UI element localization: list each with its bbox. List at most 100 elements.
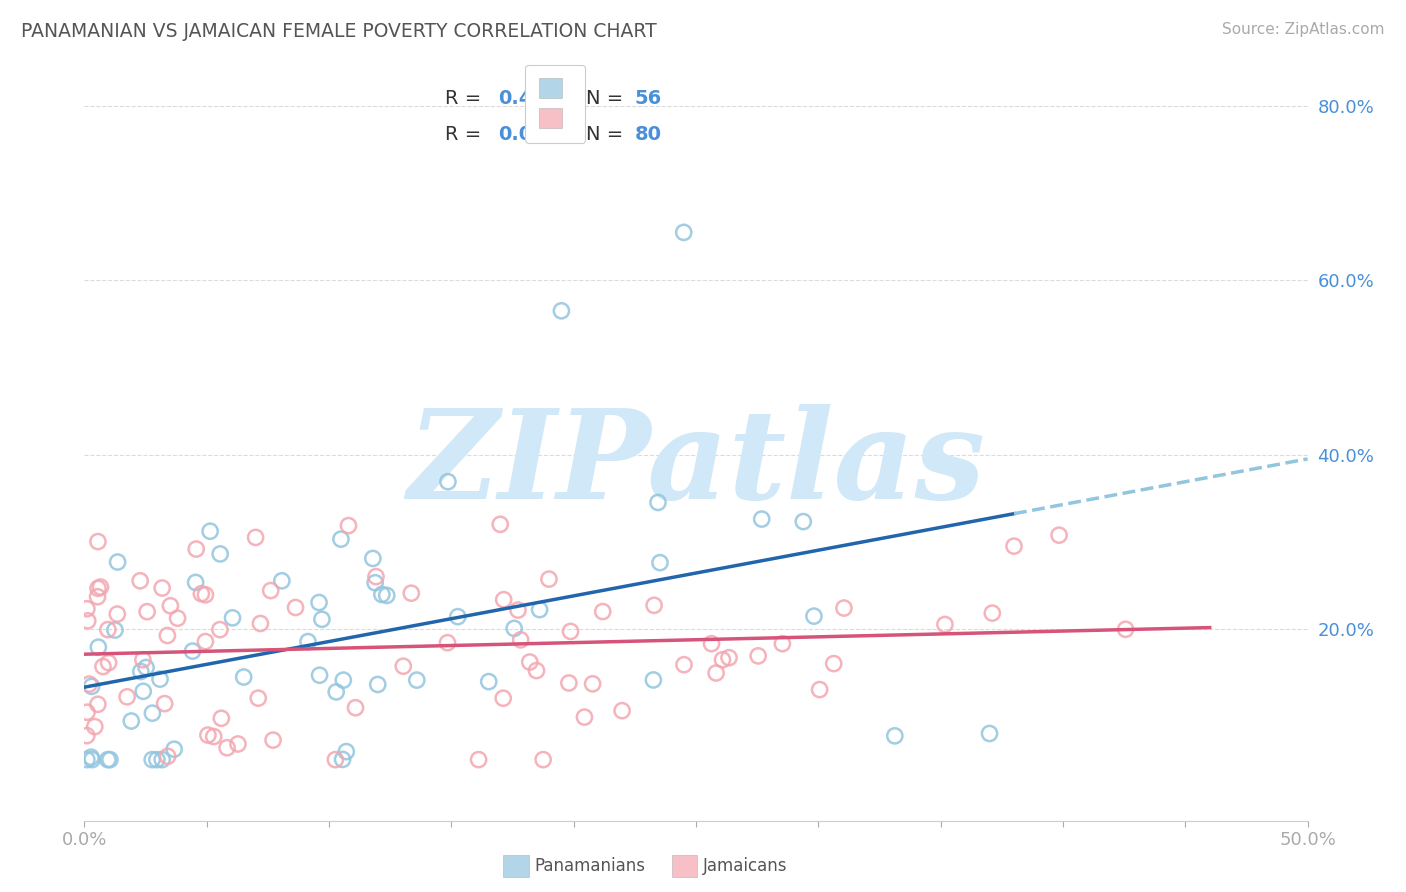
Point [163, 742, 186, 756]
Point [581, 677, 603, 691]
Point [86, 590, 108, 604]
Point [249, 616, 271, 631]
Point [76, 614, 98, 628]
Point [87, 582, 110, 596]
Point [979, 726, 1001, 740]
Point [647, 495, 669, 509]
Point [558, 676, 581, 690]
Point [232, 670, 254, 684]
Point [297, 634, 319, 648]
Point [700, 637, 723, 651]
Text: Jamaicans: Jamaicans [703, 857, 787, 875]
Text: 0.064: 0.064 [498, 125, 560, 144]
Point [209, 547, 232, 561]
Point [1047, 528, 1070, 542]
Point [308, 668, 330, 682]
Point [325, 753, 347, 767]
Point [492, 592, 515, 607]
Point [531, 753, 554, 767]
Point [194, 634, 217, 648]
Point [77, 677, 100, 691]
Point [718, 650, 741, 665]
Point [120, 714, 142, 728]
Point [87, 640, 110, 655]
Point [198, 524, 221, 539]
Point [104, 623, 127, 637]
Point [156, 628, 179, 642]
Point [344, 700, 367, 714]
Point [437, 475, 460, 489]
Point [150, 581, 173, 595]
Point [105, 607, 128, 621]
Point [436, 636, 458, 650]
Point [803, 609, 825, 624]
Text: Source: ZipAtlas.com: Source: ZipAtlas.com [1222, 22, 1385, 37]
Point [184, 575, 207, 590]
Point [672, 226, 695, 240]
Point [270, 574, 292, 588]
Point [89, 580, 111, 594]
Point [136, 605, 159, 619]
Point [550, 303, 572, 318]
Point [610, 704, 633, 718]
Point [97, 753, 120, 767]
Point [159, 599, 181, 613]
Point [132, 684, 155, 698]
Text: N =: N = [586, 125, 630, 144]
Point [337, 518, 360, 533]
Point [492, 691, 515, 706]
Point [141, 706, 163, 721]
Point [166, 611, 188, 625]
Point [506, 603, 529, 617]
Text: Panamanians: Panamanians [534, 857, 645, 875]
Point [190, 587, 212, 601]
Point [509, 632, 531, 647]
Point [478, 674, 501, 689]
Point [325, 685, 347, 699]
Point [1115, 622, 1137, 636]
Point [332, 752, 354, 766]
Point [308, 595, 330, 609]
Point [1002, 539, 1025, 553]
Point [361, 551, 384, 566]
Point [129, 665, 152, 679]
Text: 0.443: 0.443 [498, 89, 560, 108]
Point [401, 586, 423, 600]
Point [97, 623, 120, 637]
Point [115, 690, 138, 704]
Point [808, 682, 831, 697]
Point [537, 572, 560, 586]
Point [560, 624, 582, 639]
Point [194, 588, 217, 602]
Point [643, 599, 665, 613]
Point [467, 753, 489, 767]
Point [823, 657, 845, 671]
Point [107, 555, 129, 569]
Point [747, 648, 769, 663]
Text: N =: N = [586, 89, 630, 108]
Point [643, 673, 665, 687]
Point [80, 679, 103, 693]
Point [364, 569, 387, 583]
Point [711, 653, 734, 667]
Point [367, 677, 389, 691]
Point [329, 532, 352, 546]
Point [209, 711, 232, 725]
Point [792, 515, 814, 529]
Legend: , : , [526, 64, 585, 143]
Point [129, 574, 152, 588]
Point [146, 753, 169, 767]
Point [156, 749, 179, 764]
Point [97, 656, 120, 670]
Point [447, 609, 470, 624]
Point [751, 512, 773, 526]
Point [672, 657, 695, 672]
Point [529, 602, 551, 616]
Text: R =: R = [446, 125, 488, 144]
Point [770, 637, 793, 651]
Point [335, 745, 357, 759]
Point [153, 697, 176, 711]
Point [574, 710, 596, 724]
Point [284, 600, 307, 615]
Text: 56: 56 [636, 89, 662, 108]
